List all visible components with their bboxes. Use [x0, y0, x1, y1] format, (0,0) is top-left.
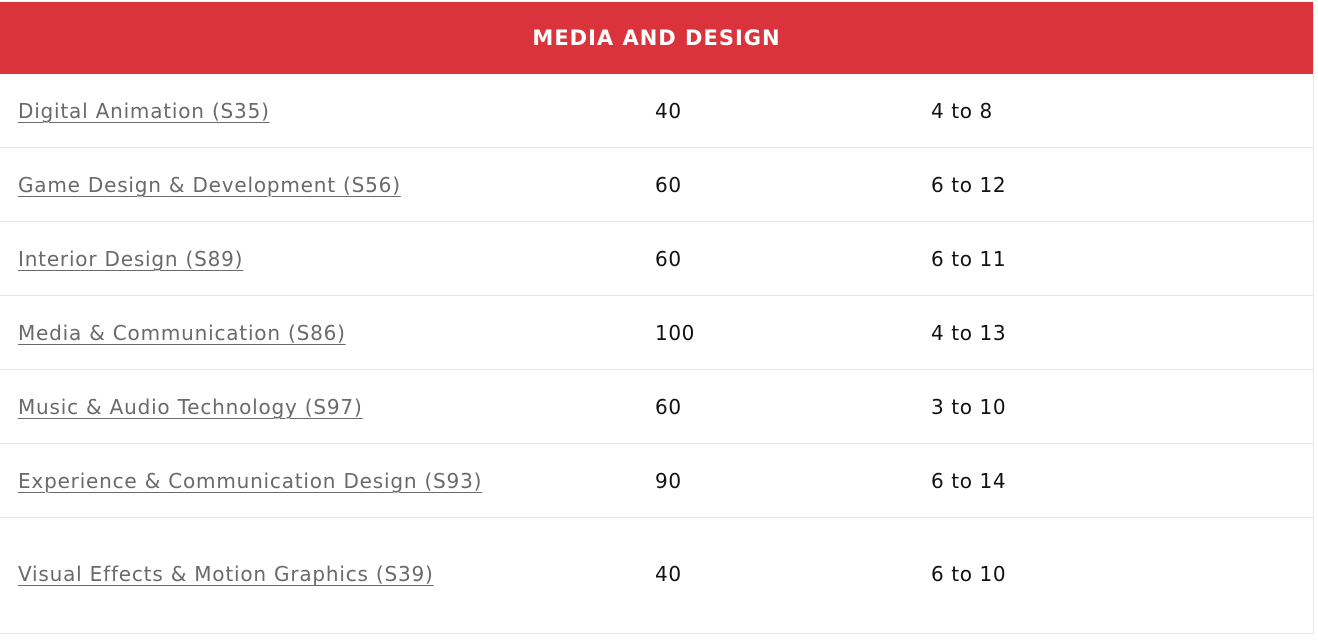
range-value: 4 to 13 [931, 320, 1007, 345]
table-row: Interior Design (S89) 60 6 to 11 [0, 222, 1313, 296]
range-value: 6 to 14 [931, 468, 1007, 493]
program-link[interactable]: Media & Communication (S86) [18, 320, 346, 345]
table-row: Visual Effects & Motion Graphics (S39) 4… [0, 518, 1313, 633]
seats-value: 60 [655, 394, 682, 419]
table-row: Experience & Communication Design (S93) … [0, 444, 1313, 518]
program-link[interactable]: Visual Effects & Motion Graphics (S39) [18, 562, 434, 586]
table-header: MEDIA AND DESIGN [0, 2, 1313, 74]
seats-value: 90 [655, 468, 682, 493]
program-link[interactable]: Interior Design (S89) [18, 246, 244, 271]
program-link[interactable]: Experience & Communication Design (S93) [18, 468, 483, 493]
seats-value: 60 [655, 246, 682, 271]
seats-value: 40 [655, 98, 682, 123]
program-link[interactable]: Game Design & Development (S56) [18, 172, 401, 197]
range-value: 4 to 8 [931, 98, 993, 123]
table-row: Music & Audio Technology (S97) 60 3 to 1… [0, 370, 1313, 444]
seats-value: 100 [655, 320, 695, 345]
range-value: 6 to 10 [931, 562, 1007, 586]
range-value: 6 to 11 [931, 246, 1007, 271]
table-row: Media & Communication (S86) 100 4 to 13 [0, 296, 1313, 370]
table-row: Game Design & Development (S56) 60 6 to … [0, 148, 1313, 222]
table-header-title: MEDIA AND DESIGN [532, 26, 781, 50]
range-value: 3 to 10 [931, 394, 1007, 419]
table-row: Digital Animation (S35) 40 4 to 8 [0, 74, 1313, 148]
range-value: 6 to 12 [931, 172, 1007, 197]
seats-value: 40 [655, 562, 682, 586]
program-link[interactable]: Digital Animation (S35) [18, 98, 270, 123]
seats-value: 60 [655, 172, 682, 197]
program-link[interactable]: Music & Audio Technology (S97) [18, 394, 363, 419]
